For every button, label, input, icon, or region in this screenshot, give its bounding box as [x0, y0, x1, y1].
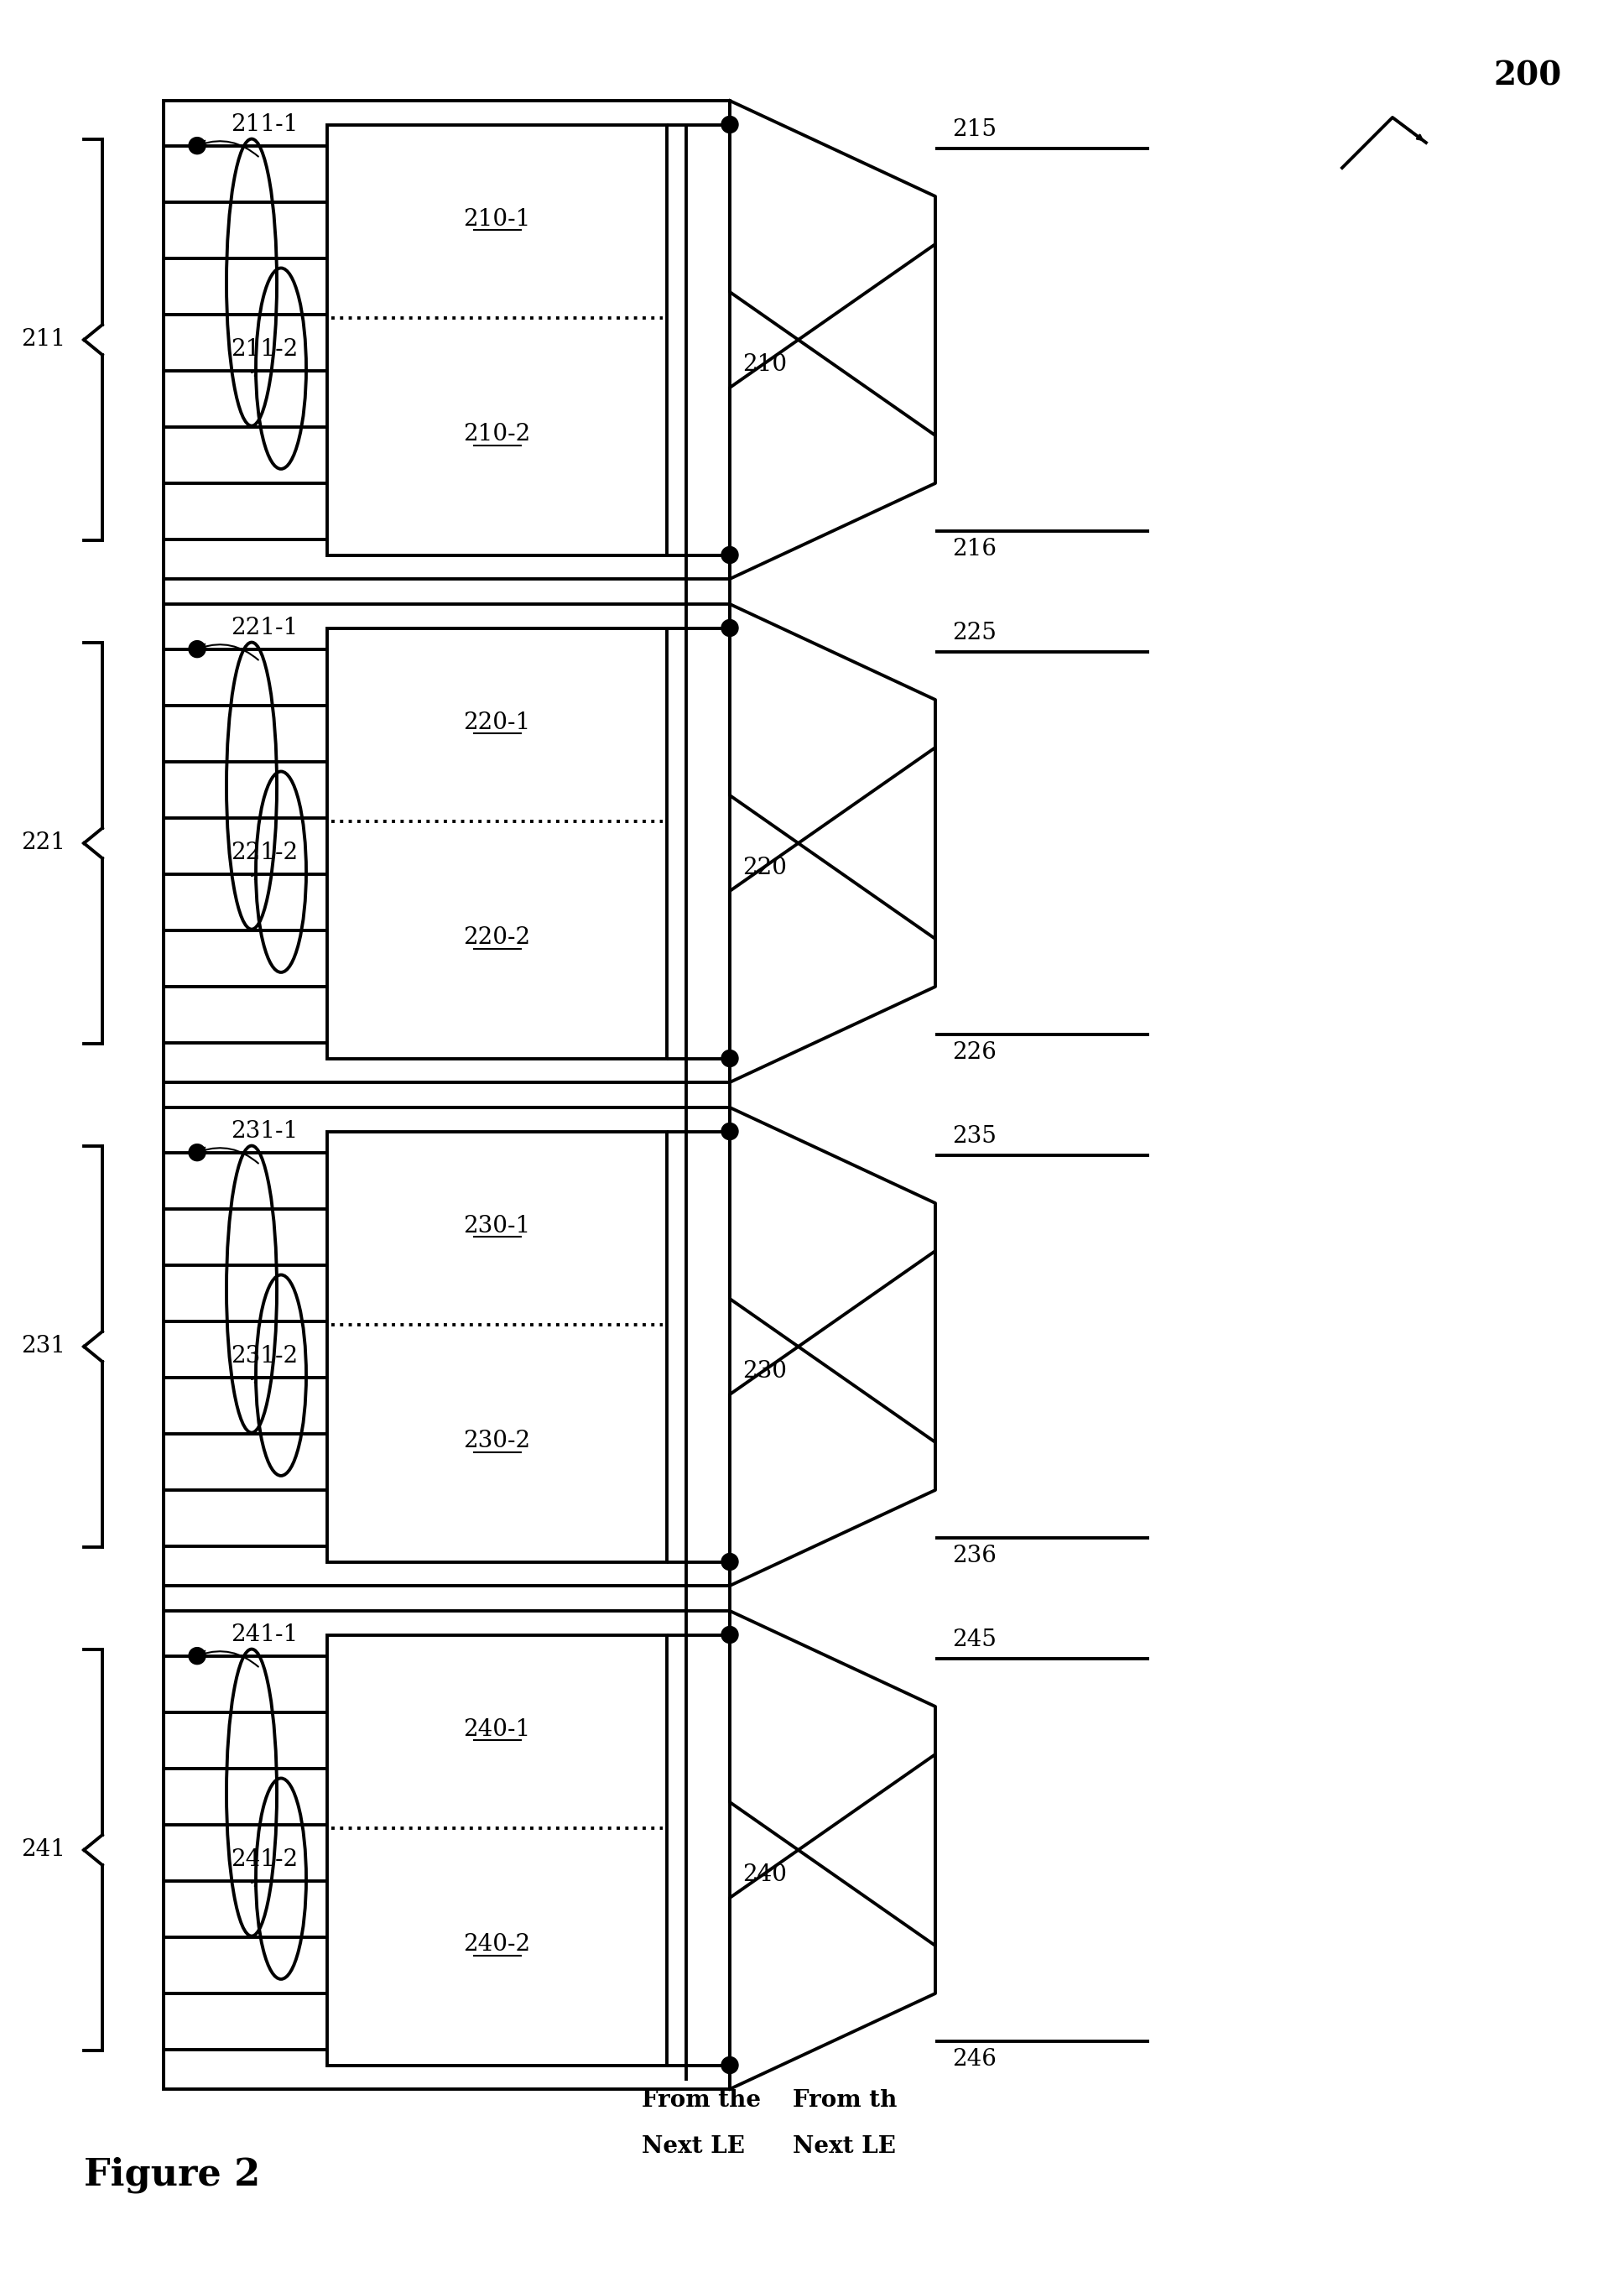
- Text: 231: 231: [21, 1336, 65, 1359]
- Circle shape: [188, 136, 206, 154]
- Circle shape: [188, 1145, 206, 1161]
- Circle shape: [188, 1647, 206, 1665]
- Bar: [164, 1106, 729, 1586]
- Text: 235: 235: [952, 1125, 997, 1147]
- Text: 200: 200: [1492, 59, 1561, 91]
- Circle shape: [721, 1627, 739, 1643]
- Text: Next LE: Next LE: [641, 2136, 745, 2158]
- Text: 210: 210: [742, 354, 788, 377]
- Text: 231-1: 231-1: [231, 1120, 297, 1143]
- Bar: [326, 125, 667, 554]
- Text: 230-2: 230-2: [463, 1429, 531, 1452]
- Text: From th: From th: [793, 2088, 896, 2111]
- Text: 210-2: 210-2: [463, 423, 531, 445]
- Text: 211: 211: [21, 329, 65, 352]
- Text: 230-1: 230-1: [463, 1216, 531, 1238]
- Bar: [164, 100, 729, 579]
- Text: 220-2: 220-2: [463, 927, 531, 950]
- Text: 220: 220: [742, 857, 788, 879]
- Text: 221-2: 221-2: [231, 841, 297, 863]
- Circle shape: [188, 641, 206, 657]
- Text: 225: 225: [952, 623, 997, 645]
- Circle shape: [721, 2056, 739, 2074]
- Text: 241: 241: [21, 1838, 65, 1861]
- Bar: [326, 1636, 667, 2065]
- Text: 245: 245: [952, 1629, 997, 1652]
- Circle shape: [721, 620, 739, 636]
- Bar: [326, 1131, 667, 1561]
- Text: 241-2: 241-2: [231, 1847, 297, 1870]
- Text: 220-1: 220-1: [463, 711, 531, 734]
- Text: 236: 236: [952, 1545, 997, 1568]
- Bar: [164, 604, 729, 1081]
- Text: 211-1: 211-1: [231, 114, 299, 136]
- Circle shape: [721, 1554, 739, 1570]
- Text: 230: 230: [742, 1361, 788, 1384]
- Circle shape: [721, 1050, 739, 1068]
- Bar: [164, 1611, 729, 2088]
- Circle shape: [721, 548, 739, 563]
- Circle shape: [721, 116, 739, 134]
- Text: 246: 246: [952, 2049, 997, 2072]
- Circle shape: [721, 1122, 739, 1141]
- Text: 216: 216: [952, 538, 997, 561]
- Text: 226: 226: [952, 1041, 997, 1063]
- Text: 215: 215: [952, 118, 997, 141]
- Text: 211-2: 211-2: [231, 339, 297, 361]
- Text: 221: 221: [21, 832, 65, 854]
- Text: 231-2: 231-2: [231, 1345, 297, 1368]
- Text: From the: From the: [641, 2088, 762, 2111]
- Bar: [326, 627, 667, 1059]
- Text: 221-1: 221-1: [231, 616, 297, 638]
- Text: Next LE: Next LE: [793, 2136, 896, 2158]
- Text: 241-1: 241-1: [231, 1624, 297, 1647]
- Text: 240-1: 240-1: [463, 1718, 531, 1740]
- Text: Figure 2: Figure 2: [84, 2156, 260, 2192]
- Text: 240: 240: [742, 1863, 788, 1886]
- Text: 210-1: 210-1: [463, 209, 531, 229]
- Text: 240-2: 240-2: [463, 1933, 531, 1956]
